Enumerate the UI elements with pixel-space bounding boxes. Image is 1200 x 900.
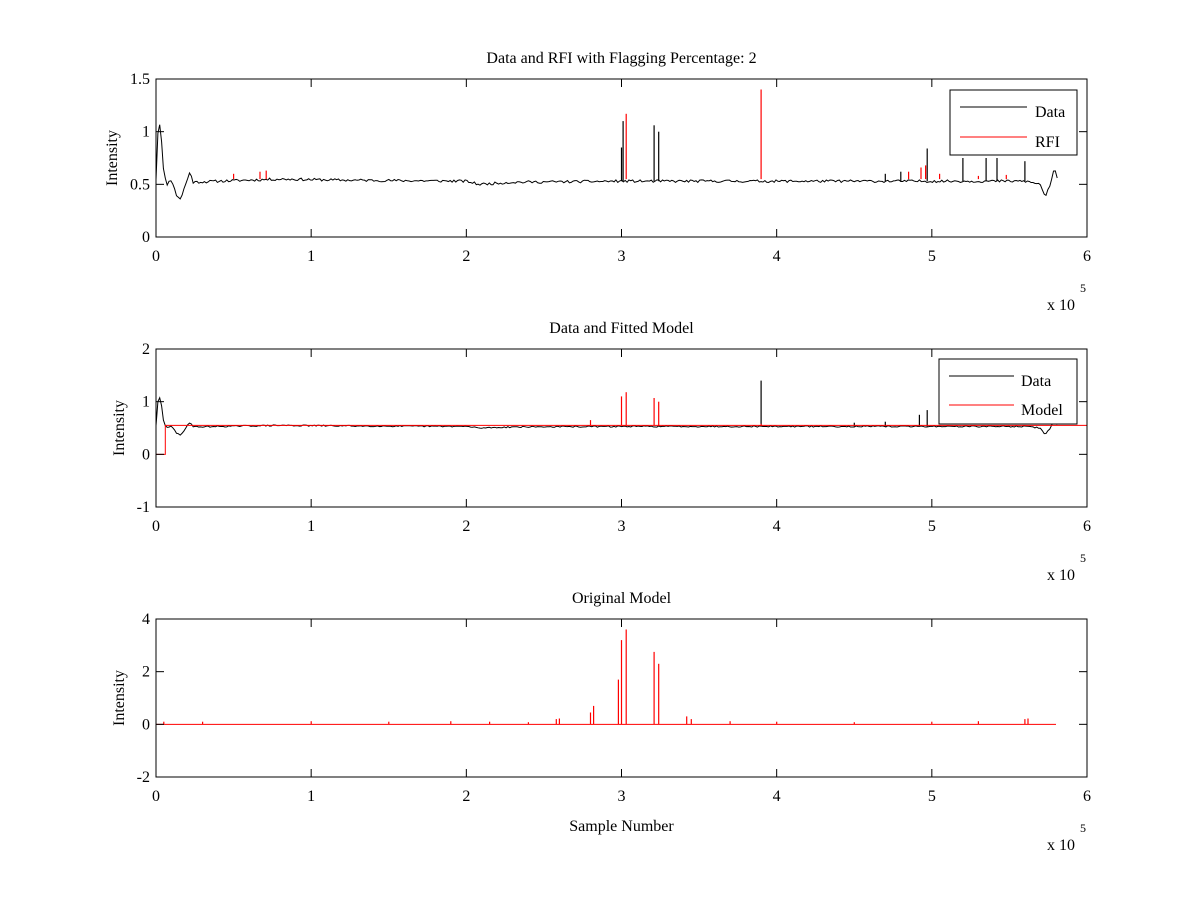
panel-2-legend-label-model: Model (1021, 402, 1063, 419)
panel-2-y-tick-label: 0 (142, 446, 150, 463)
panel-1-x-tick-label: 2 (462, 248, 470, 265)
panel-2: Data and Fitted Model Intensity 0 1 2 3 4 5 6 -… (111, 320, 1091, 584)
panel-2-x-tick-label: 5 (928, 518, 936, 535)
panel-3-x-tick-label: 4 (773, 788, 781, 805)
panel-1-x-tick-label: 6 (1083, 248, 1091, 265)
panel-3-y-tick-label: 0 (142, 716, 150, 733)
panel-1-ticks: 0 1 2 3 4 5 6 0 0.5 1 1.5 (130, 71, 1091, 265)
panel-1-x-exponent: x 10 (1047, 297, 1075, 314)
panel-3-xlabel: Sample Number (569, 818, 674, 835)
panel-1-series-data-line (155, 124, 1058, 200)
panel-3-x-tick-label: 1 (307, 788, 315, 805)
panel-1: Data and RFI with Flagging Percentage: 2… (104, 50, 1091, 314)
panel-2-y-tick-label: -1 (137, 499, 150, 516)
panel-1-y-tick-label: 0.5 (130, 176, 150, 193)
panel-1-legend-label-data: Data (1035, 104, 1065, 121)
panel-3-y-tick-label: 4 (142, 611, 150, 628)
panel-2-axes-box (155, 348, 1088, 508)
panel-3-x-tick-label: 3 (618, 788, 626, 805)
panel-2-x-tick-label: 3 (618, 518, 626, 535)
panel-2-legend: Data Model (938, 358, 1078, 425)
panel-1-axes-box (155, 78, 1088, 238)
panel-2-x-tick-label: 6 (1083, 518, 1091, 535)
panel-1-y-tick-label: 1.5 (130, 71, 150, 88)
panel-2-x-tick-label: 1 (307, 518, 315, 535)
panel-1-x-tick-label: 1 (307, 248, 315, 265)
panel-3-x-tick-label: 5 (928, 788, 936, 805)
panel-3-x-exponent-power: 5 (1080, 821, 1086, 835)
panel-2-legend-box (938, 358, 1078, 425)
panel-1-legend: Data RFI (949, 89, 1078, 156)
panel-2-x-exponent: x 10 (1047, 567, 1075, 584)
panel-2-x-tick-label: 0 (152, 518, 160, 535)
panel-1-y-tick-label: 1 (142, 124, 150, 141)
panel-3-x-exponent: x 10 (1047, 837, 1075, 854)
panel-3-x-tick-label: 2 (462, 788, 470, 805)
panel-2-title: Data and Fitted Model (549, 320, 694, 337)
panel-1-plot-lines (155, 89, 1058, 200)
panel-3-x-tick-label: 0 (152, 788, 160, 805)
panel-2-x-exponent-power: 5 (1080, 551, 1086, 565)
panel-1-legend-box (949, 89, 1078, 156)
panel-2-y-tick-label: 2 (142, 341, 150, 358)
panel-3-axes-box (155, 618, 1088, 778)
panel-3-title: Original Model (572, 590, 672, 607)
panel-2-x-tick-label: 4 (773, 518, 781, 535)
panel-3-x-tick-label: 6 (1083, 788, 1091, 805)
panel-1-legend-label-rfi: RFI (1035, 134, 1060, 151)
panel-1-x-tick-label: 3 (618, 248, 626, 265)
panel-1-title: Data and RFI with Flagging Percentage: 2 (486, 50, 756, 67)
panel-1-x-tick-label: 0 (152, 248, 160, 265)
panel-1-ylabel: Intensity (104, 130, 121, 186)
panel-2-legend-label-data: Data (1021, 373, 1051, 390)
panel-3-y-tick-label: -2 (137, 769, 150, 786)
panel-1-x-tick-label: 5 (928, 248, 936, 265)
panel-1-x-exponent-power: 5 (1080, 281, 1086, 295)
panel-2-x-tick-label: 2 (462, 518, 470, 535)
panel-3-plot-lines (156, 629, 1056, 725)
panel-2-y-tick-label: 1 (142, 394, 150, 411)
panel-3-ylabel: Intensity (111, 670, 128, 726)
panel-1-y-tick-label: 0 (142, 229, 150, 246)
panel-3-y-tick-label: 2 (142, 664, 150, 681)
panel-2-ylabel: Intensity (111, 400, 128, 456)
panel-1-x-tick-label: 4 (773, 248, 781, 265)
